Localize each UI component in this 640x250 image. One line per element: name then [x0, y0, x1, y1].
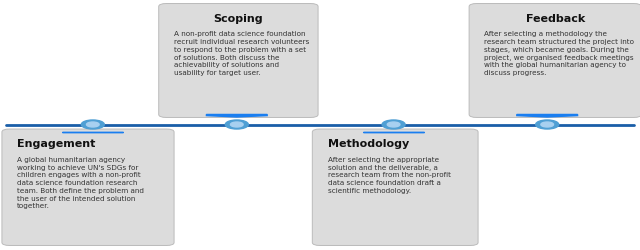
- Text: A global humanitarian agency
working to achieve UN's SDGs for
children engages w: A global humanitarian agency working to …: [17, 156, 144, 208]
- Circle shape: [387, 122, 400, 128]
- Text: After selecting a methodology the
research team structured the project into
stag: After selecting a methodology the resear…: [484, 31, 634, 76]
- FancyBboxPatch shape: [312, 130, 478, 246]
- Text: Feedback: Feedback: [525, 14, 585, 24]
- Circle shape: [225, 120, 248, 130]
- Text: After selecting the appropriate
solution and the deliverable, a
research team fr: After selecting the appropriate solution…: [328, 156, 451, 193]
- Polygon shape: [206, 115, 268, 117]
- FancyBboxPatch shape: [469, 4, 640, 118]
- FancyBboxPatch shape: [2, 130, 174, 246]
- Circle shape: [541, 122, 554, 128]
- Circle shape: [536, 120, 559, 130]
- Circle shape: [81, 120, 104, 130]
- Polygon shape: [517, 115, 578, 117]
- Text: Engagement: Engagement: [17, 139, 95, 149]
- Text: Methodology: Methodology: [328, 139, 409, 149]
- Circle shape: [86, 122, 99, 128]
- Circle shape: [382, 120, 405, 130]
- Text: Scoping: Scoping: [214, 14, 263, 24]
- Circle shape: [230, 122, 243, 128]
- FancyBboxPatch shape: [159, 4, 318, 118]
- Text: A non-profit data science foundation
recruit individual research volunteers
to r: A non-profit data science foundation rec…: [174, 31, 310, 76]
